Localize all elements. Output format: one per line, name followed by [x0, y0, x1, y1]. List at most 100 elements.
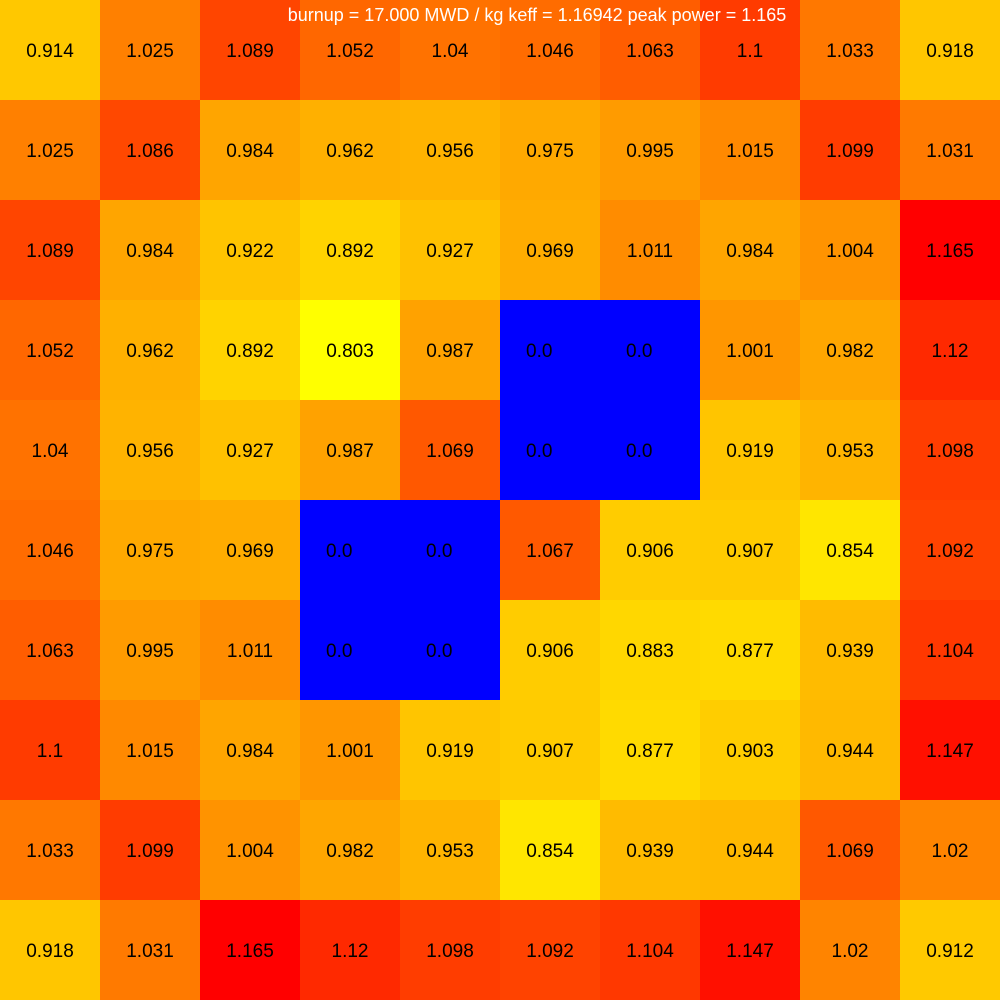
heatmap-cell [600, 600, 701, 701]
heatmap-cell [800, 600, 901, 701]
heatmap-cell [200, 100, 301, 201]
heatmap-cell [900, 800, 1000, 901]
heatmap-cell-label: 0.982 [326, 841, 374, 862]
heatmap-cell-label: 1.001 [726, 341, 774, 362]
heatmap-cell-label: 0.877 [626, 741, 674, 762]
heatmap-cell [100, 800, 201, 901]
heatmap-cell [200, 500, 301, 601]
heatmap-cell [500, 600, 601, 701]
heatmap-cell [900, 400, 1000, 501]
heatmap-cell-label: 1.011 [227, 641, 273, 662]
heatmap-cell-label: 1.092 [526, 941, 574, 962]
heatmap-cell-label: 0.854 [526, 841, 574, 862]
heatmap-cell-label: 1.033 [26, 841, 74, 862]
heatmap-cell [500, 100, 601, 201]
heatmap-cell [700, 200, 801, 301]
heatmap-cell [0, 400, 101, 501]
heatmap-cell-label: 1.015 [726, 141, 774, 162]
heatmap-cell-label: 0.906 [526, 641, 574, 662]
heatmap-cell [900, 0, 1000, 101]
heatmap-cell [200, 300, 301, 401]
heatmap-cell [700, 300, 801, 401]
heatmap-cell [100, 0, 201, 101]
heatmap-cell [600, 800, 701, 901]
heatmap-cell [200, 400, 301, 501]
heatmap-cell [0, 600, 101, 701]
heatmap-cell [500, 700, 601, 801]
heatmap-cell-label: 0.975 [126, 541, 174, 562]
heatmap-cell [700, 500, 801, 601]
heatmap-cell [0, 700, 101, 801]
heatmap-cell-label: 1.1 [37, 741, 63, 762]
heatmap-cell-label: 1.165 [926, 241, 974, 262]
heatmap-cell [0, 500, 101, 601]
heatmap-cell [400, 200, 501, 301]
heatmap-cell-label: 1.025 [26, 141, 74, 162]
heatmap-cell [600, 700, 701, 801]
heatmap-cell-label: 0.907 [726, 541, 774, 562]
heatmap-cell-label: 0.995 [126, 641, 174, 662]
heatmap-cell-label: 0.927 [226, 441, 274, 462]
heatmap-cell-label: 1.02 [832, 941, 869, 962]
heatmap-cell [600, 500, 701, 601]
heatmap-cell-label: 0.984 [726, 241, 774, 262]
heatmap-cell [100, 600, 201, 701]
heatmap-cell [800, 0, 901, 101]
heatmap-cell [500, 200, 601, 301]
heatmap-cell [900, 700, 1000, 801]
heatmap-cell-label: 0.939 [826, 641, 874, 662]
heatmap-cell [800, 800, 901, 901]
heatmap-cell-label: 0.912 [926, 941, 974, 962]
heatmap-cell [900, 600, 1000, 701]
heatmap-cell [100, 700, 201, 801]
heatmap-cell [500, 0, 601, 101]
heatmap-cell [500, 300, 601, 401]
heatmap-cell-label: 1.031 [926, 141, 974, 162]
heatmap-cell-label: 0.907 [526, 741, 574, 762]
heatmap-cell-label: 1.063 [26, 641, 74, 662]
heatmap-cell [400, 800, 501, 901]
heatmap-cell [300, 100, 401, 201]
heatmap-cell-label: 1.031 [126, 941, 174, 962]
heatmap-cell-label: 0.854 [826, 541, 874, 562]
heatmap-cell [900, 500, 1000, 601]
heatmap-cell [700, 600, 801, 701]
heatmap-cell-label: 0.939 [626, 841, 674, 862]
heatmap-cell-label: 0.903 [726, 741, 774, 762]
heatmap-cell-label: 1.052 [326, 41, 374, 62]
heatmap-cell [400, 500, 501, 601]
heatmap-cell [0, 0, 101, 101]
heatmap-cell [0, 300, 101, 401]
heatmap-cell [300, 600, 401, 701]
heatmap-cell [900, 200, 1000, 301]
heatmap-cell-label: 0.962 [126, 341, 174, 362]
heatmap-cell [300, 700, 401, 801]
heatmap-cell-label: 1.089 [226, 41, 274, 62]
heatmap-cell-label: 0.0 [626, 341, 652, 362]
heatmap-cell [400, 100, 501, 201]
heatmap-cell [900, 100, 1000, 201]
heatmap-cell-label: 0.927 [426, 241, 474, 262]
heatmap-cell [700, 0, 801, 101]
heatmap-cell [700, 800, 801, 901]
heatmap-cell-label: 1.02 [932, 841, 969, 862]
heatmap-cell-label: 0.0 [326, 541, 352, 562]
heatmap-cell-label: 1.089 [26, 241, 74, 262]
heatmap-cell-label: 1.004 [826, 241, 874, 262]
heatmap-cell-label: 0.987 [426, 341, 474, 362]
heatmap-cell-label: 1.1 [737, 41, 763, 62]
heatmap-cell [400, 300, 501, 401]
heatmap-cell-label: 0.919 [426, 741, 474, 762]
heatmap-cell [900, 900, 1000, 1000]
heatmap-cell-label: 1.063 [626, 41, 674, 62]
heatmap-cell-label: 1.011 [627, 241, 673, 262]
heatmap-cell [100, 400, 201, 501]
heatmap-cell [0, 800, 101, 901]
heatmap-cell-label: 1.099 [126, 841, 174, 862]
heatmap-cell [300, 800, 401, 901]
heatmap-cell-label: 1.046 [26, 541, 74, 562]
heatmap-cell-label: 1.046 [526, 41, 574, 62]
heatmap-cell [800, 100, 901, 201]
heatmap-cell [400, 600, 501, 701]
heatmap-labels: 0.914 1.025 1.089 1.052 1.04 1.046 1.063 1.1 1.0… [26, 41, 974, 962]
